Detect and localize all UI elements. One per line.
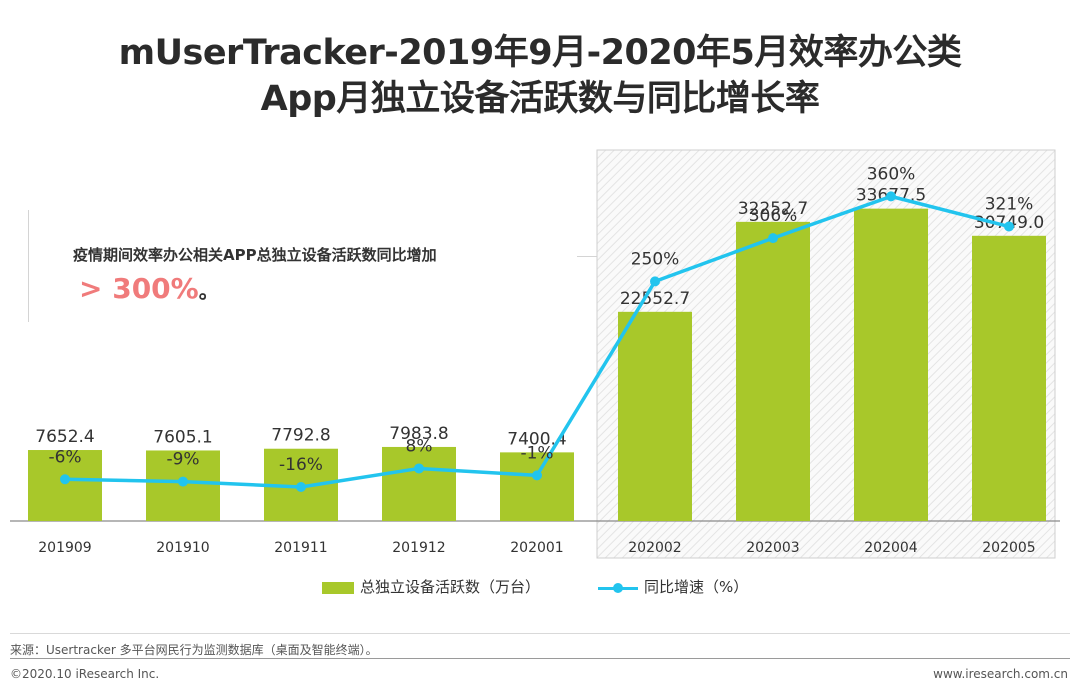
legend-line-swatch bbox=[598, 582, 638, 594]
growth-point-202004 bbox=[886, 191, 896, 202]
x-tick-202001: 202001 bbox=[510, 540, 563, 556]
footer-divider bbox=[10, 633, 1070, 634]
bar-202005 bbox=[972, 235, 1046, 521]
growth-point-201910 bbox=[178, 476, 188, 487]
growth-label-202005: 321% bbox=[985, 195, 1034, 215]
title-line-2: App月独立设备活跃数与同比增长率 bbox=[260, 79, 820, 119]
bar-202002 bbox=[618, 311, 692, 521]
growth-label-201909: -6% bbox=[48, 447, 81, 467]
growth-point-201911 bbox=[296, 481, 306, 492]
bar-201912 bbox=[382, 446, 456, 521]
growth-point-201909 bbox=[60, 474, 70, 485]
growth-point-201912 bbox=[414, 463, 424, 474]
x-tick-202003: 202003 bbox=[746, 540, 799, 556]
growth-label-202001: -1% bbox=[520, 443, 553, 463]
x-tick-201909: 201909 bbox=[38, 540, 91, 556]
growth-label-202004: 360% bbox=[867, 164, 916, 184]
bar-201909 bbox=[28, 450, 102, 521]
x-tick-201910: 201910 bbox=[156, 540, 209, 556]
bar-label-201910: 7605.1 bbox=[153, 427, 212, 447]
bar-label-202003: 32252.7 bbox=[738, 199, 808, 219]
callout-highlight-value: > 300% bbox=[79, 272, 199, 305]
callout-highlight-suffix: 。 bbox=[198, 279, 219, 303]
callout-text: 疫情期间效率办公相关APP总独立设备活跃数同比增加 bbox=[73, 246, 437, 264]
x-tick-201912: 201912 bbox=[392, 540, 445, 556]
x-tick-202002: 202002 bbox=[628, 540, 681, 556]
x-tick-202005: 202005 bbox=[982, 540, 1035, 556]
bar-202001 bbox=[500, 452, 574, 521]
copyright: ©2020.10 iResearch Inc. bbox=[10, 667, 160, 681]
bar-label-201911: 7792.8 bbox=[271, 426, 330, 446]
growth-point-202003 bbox=[768, 233, 778, 244]
growth-point-202001 bbox=[532, 470, 542, 481]
growth-point-202005 bbox=[1004, 221, 1014, 232]
growth-point-202002 bbox=[650, 276, 660, 287]
growth-label-202003: 306% bbox=[749, 206, 798, 226]
bar-label-201912: 7983.8 bbox=[389, 424, 448, 444]
x-tick-201911: 201911 bbox=[274, 540, 327, 556]
bar-label-202002: 22552.7 bbox=[620, 289, 690, 309]
source-note: 来源：Usertracker 多平台网民行为监测数据库（桌面及智能终端）。 bbox=[10, 643, 378, 657]
legend-line-label: 同比增速（%） bbox=[644, 578, 749, 596]
callout-connector bbox=[577, 256, 605, 257]
website-link: www.iresearch.com.cn bbox=[933, 667, 1068, 681]
growth-label-201910: -9% bbox=[166, 450, 199, 470]
legend-bar-swatch bbox=[322, 581, 354, 594]
bar-label-202001: 7400.4 bbox=[507, 429, 566, 449]
chart-title: mUserTracker-2019年9月-2020年5月效率办公类 App月独立… bbox=[0, 30, 1080, 122]
callout-highlight: > 300%。 bbox=[79, 272, 219, 305]
bar-202003 bbox=[736, 221, 810, 521]
callout-box: 疫情期间效率办公相关APP总独立设备活跃数同比增加 > 300%。 bbox=[28, 210, 605, 322]
legend-item-bars: 总独立设备活跃数（万台） bbox=[322, 576, 540, 597]
footer-rule bbox=[10, 658, 1070, 659]
growth-label-201912: 8% bbox=[406, 436, 433, 456]
x-tick-202004: 202004 bbox=[864, 540, 918, 556]
bar-202004 bbox=[854, 208, 928, 522]
growth-label-201911: -16% bbox=[279, 455, 323, 475]
legend: 总独立设备活跃数（万台） 同比增速（%） bbox=[0, 576, 1080, 600]
legend-item-line: 同比增速（%） bbox=[598, 576, 748, 597]
bar-label-201909: 7652.4 bbox=[35, 427, 94, 447]
title-line-1: mUserTracker-2019年9月-2020年5月效率办公类 bbox=[118, 33, 962, 73]
legend-bar-label: 总独立设备活跃数（万台） bbox=[360, 578, 541, 596]
growth-label-202002: 250% bbox=[631, 249, 680, 269]
